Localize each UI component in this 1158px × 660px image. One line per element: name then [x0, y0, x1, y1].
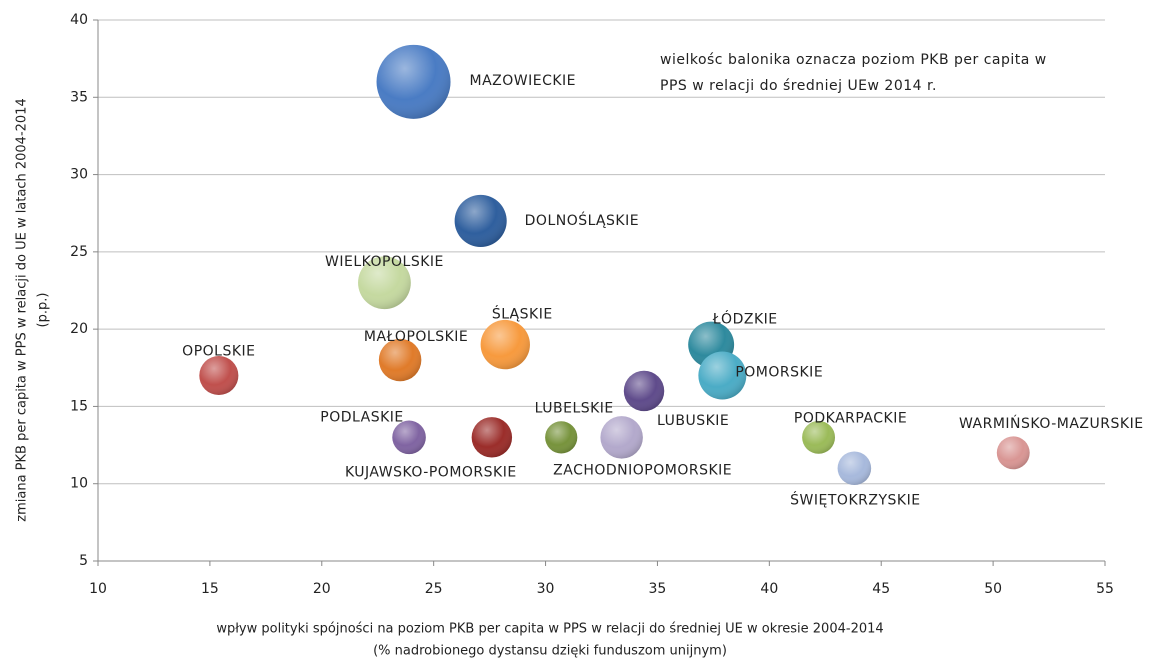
y-axis-title: (p.p.): [36, 293, 51, 328]
annotation: wielkośc balonika oznacza poziom PKB per…: [660, 52, 1047, 68]
x-tick-label: 30: [537, 581, 555, 597]
bubble-label: ZACHODNIOPOMORSKIE: [553, 462, 732, 478]
bubble-gloss: [545, 421, 578, 454]
x-axis-title: (% nadrobionego dystansu dzięki funduszo…: [373, 644, 727, 659]
y-axis-title: zmiana PKB per capita w PPS w relacji do…: [15, 98, 30, 521]
bubble-label: ŚLĄSKIE: [492, 305, 553, 323]
y-tick-label: 20: [70, 321, 88, 337]
bubble-gloss: [623, 370, 665, 412]
bubble-gloss: [199, 355, 239, 396]
bubble-label: MAZOWIECKIE: [470, 73, 577, 89]
bubble-label: PODKARPACKIE: [794, 410, 907, 426]
bubble-label: LUBELSKIE: [535, 400, 614, 416]
bubble-gloss: [837, 451, 872, 486]
bubble-label: ŁÓDZKIE: [712, 310, 778, 328]
x-tick-label: 15: [201, 581, 219, 597]
bubble-label: WIELKOPOLSKIE: [325, 254, 444, 270]
bubble-gloss: [698, 351, 747, 400]
y-tick-label: 25: [70, 244, 88, 260]
y-tick-label: 5: [79, 553, 88, 569]
bubble-label: LUBUSKIE: [657, 413, 729, 429]
bubble-label: KUJAWSKO-POMORSKIE: [345, 464, 517, 480]
x-tick-label: 10: [89, 581, 107, 597]
y-tick-label: 40: [70, 12, 88, 28]
annotation: PPS w relacji do średniej UEw 2014 r.: [660, 78, 937, 94]
bubble-gloss: [480, 319, 530, 370]
bubble-gloss: [454, 194, 507, 247]
bubble-label: WARMIŃSKO-MAZURSKIE: [959, 414, 1144, 432]
x-axis-title: wpływ polityki spójności na poziom PKB p…: [216, 622, 883, 637]
bubble-label: ŚWIĘTOKRZYSKIE: [790, 490, 920, 508]
y-tick-label: 10: [70, 476, 88, 492]
y-tick-label: 15: [70, 398, 88, 414]
x-tick-label: 40: [760, 581, 778, 597]
x-tick-label: 35: [649, 581, 667, 597]
y-tick-label: 35: [70, 89, 88, 105]
bubble-label: MAŁOPOLSKIE: [364, 329, 468, 345]
bubble-label: DOLNOŚLĄSKIE: [525, 211, 639, 229]
bubble-gloss: [376, 44, 451, 119]
x-tick-label: 45: [872, 581, 890, 597]
x-tick-label: 20: [313, 581, 331, 597]
bubble-label: POMORSKIE: [735, 365, 823, 381]
x-tick-label: 55: [1096, 581, 1114, 597]
bubble-gloss: [471, 417, 513, 458]
bubble-gloss: [378, 338, 422, 382]
x-tick-label: 50: [984, 581, 1002, 597]
bubble-gloss: [996, 436, 1030, 470]
bubble-gloss: [802, 420, 836, 454]
bubble-label: PODLASKIE: [320, 409, 403, 425]
bubble-gloss: [600, 416, 643, 459]
bubble-gloss: [358, 256, 411, 310]
x-tick-label: 25: [425, 581, 443, 597]
bubble-label: OPOLSKIE: [182, 344, 255, 360]
bubble-gloss: [392, 420, 426, 455]
y-tick-label: 30: [70, 167, 88, 183]
